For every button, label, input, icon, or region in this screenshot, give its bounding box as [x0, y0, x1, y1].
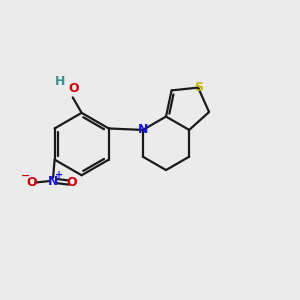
Text: N: N	[138, 123, 148, 136]
Text: O: O	[68, 82, 79, 95]
Text: H: H	[55, 76, 65, 88]
Text: O: O	[66, 176, 77, 189]
Text: S: S	[194, 81, 203, 94]
Text: O: O	[26, 176, 37, 189]
Text: −: −	[20, 171, 30, 181]
Text: N: N	[48, 175, 58, 188]
Text: +: +	[55, 169, 63, 179]
